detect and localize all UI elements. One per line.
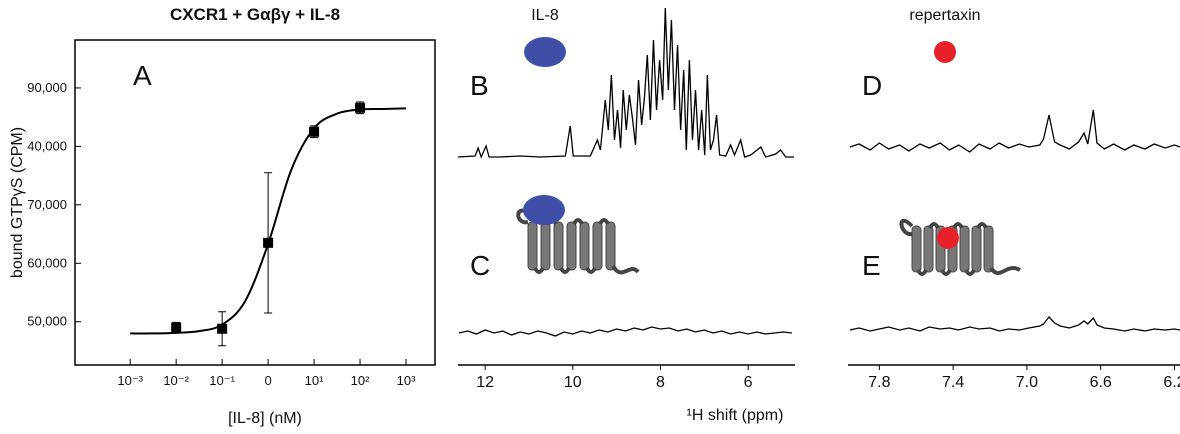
spectrum-line bbox=[849, 109, 1180, 153]
y-tick-label: 90,000 bbox=[27, 80, 67, 95]
x-tick-label: 10⁻² bbox=[163, 373, 189, 388]
annotation: repertaxin bbox=[909, 7, 980, 24]
data-point bbox=[355, 102, 366, 113]
y-axis-label: bound GTPγS (CPM) bbox=[9, 127, 26, 278]
x-tick-label: 0 bbox=[264, 373, 271, 388]
receptor-cartoon-e bbox=[899, 218, 1021, 276]
x-tick-label: 7.0 bbox=[1016, 374, 1038, 391]
y-tick-label: 40,000 bbox=[27, 138, 67, 153]
y-tick-label: 60,000 bbox=[27, 255, 67, 270]
x-tick-label: 7.4 bbox=[942, 374, 964, 391]
spectrum-line bbox=[457, 7, 795, 159]
x-tick-label: 10² bbox=[351, 373, 370, 388]
x-tick-label: 10⁻³ bbox=[117, 373, 143, 388]
fit-curve bbox=[130, 107, 407, 335]
spectrum-line bbox=[458, 326, 793, 337]
y-tick-label: 70,000 bbox=[27, 197, 67, 212]
x-tick-label: 6.6 bbox=[1090, 374, 1112, 391]
panel-label: B bbox=[470, 70, 489, 101]
spectrum-line bbox=[849, 316, 1180, 332]
x-tick-label: 10¹ bbox=[305, 373, 324, 388]
annotation: IL-8 bbox=[531, 7, 559, 24]
il8-icon bbox=[524, 37, 566, 67]
plot-frame bbox=[74, 39, 436, 366]
x-tick-label: 10⁻¹ bbox=[209, 373, 235, 388]
panel-label: E bbox=[862, 250, 881, 281]
x-tick-label: 6.2 bbox=[1163, 374, 1180, 391]
panel-label: A bbox=[133, 60, 152, 91]
x-tick-label: 8 bbox=[656, 374, 665, 391]
repertaxin-icon bbox=[934, 41, 956, 63]
receptor-cartoon-c bbox=[516, 195, 640, 275]
x-tick-label: 10 bbox=[564, 374, 582, 391]
chart-title: CXCR1 + Gαβγ + IL-8 bbox=[170, 5, 340, 24]
data-point bbox=[217, 323, 228, 334]
x-axis-label: ¹H shift (ppm) bbox=[687, 407, 784, 424]
y-tick-label: 50,000 bbox=[27, 314, 67, 329]
panel-label: C bbox=[470, 250, 490, 281]
x-tick-label: 10³ bbox=[397, 373, 416, 388]
x-tick-label: 12 bbox=[476, 374, 494, 391]
panel-label: D bbox=[862, 70, 882, 101]
data-point bbox=[309, 126, 320, 137]
x-axis-label: [IL-8] (nM) bbox=[228, 410, 302, 427]
data-point bbox=[171, 322, 182, 333]
x-tick-label: 6 bbox=[744, 374, 753, 391]
x-tick-label: 7.8 bbox=[868, 374, 890, 391]
